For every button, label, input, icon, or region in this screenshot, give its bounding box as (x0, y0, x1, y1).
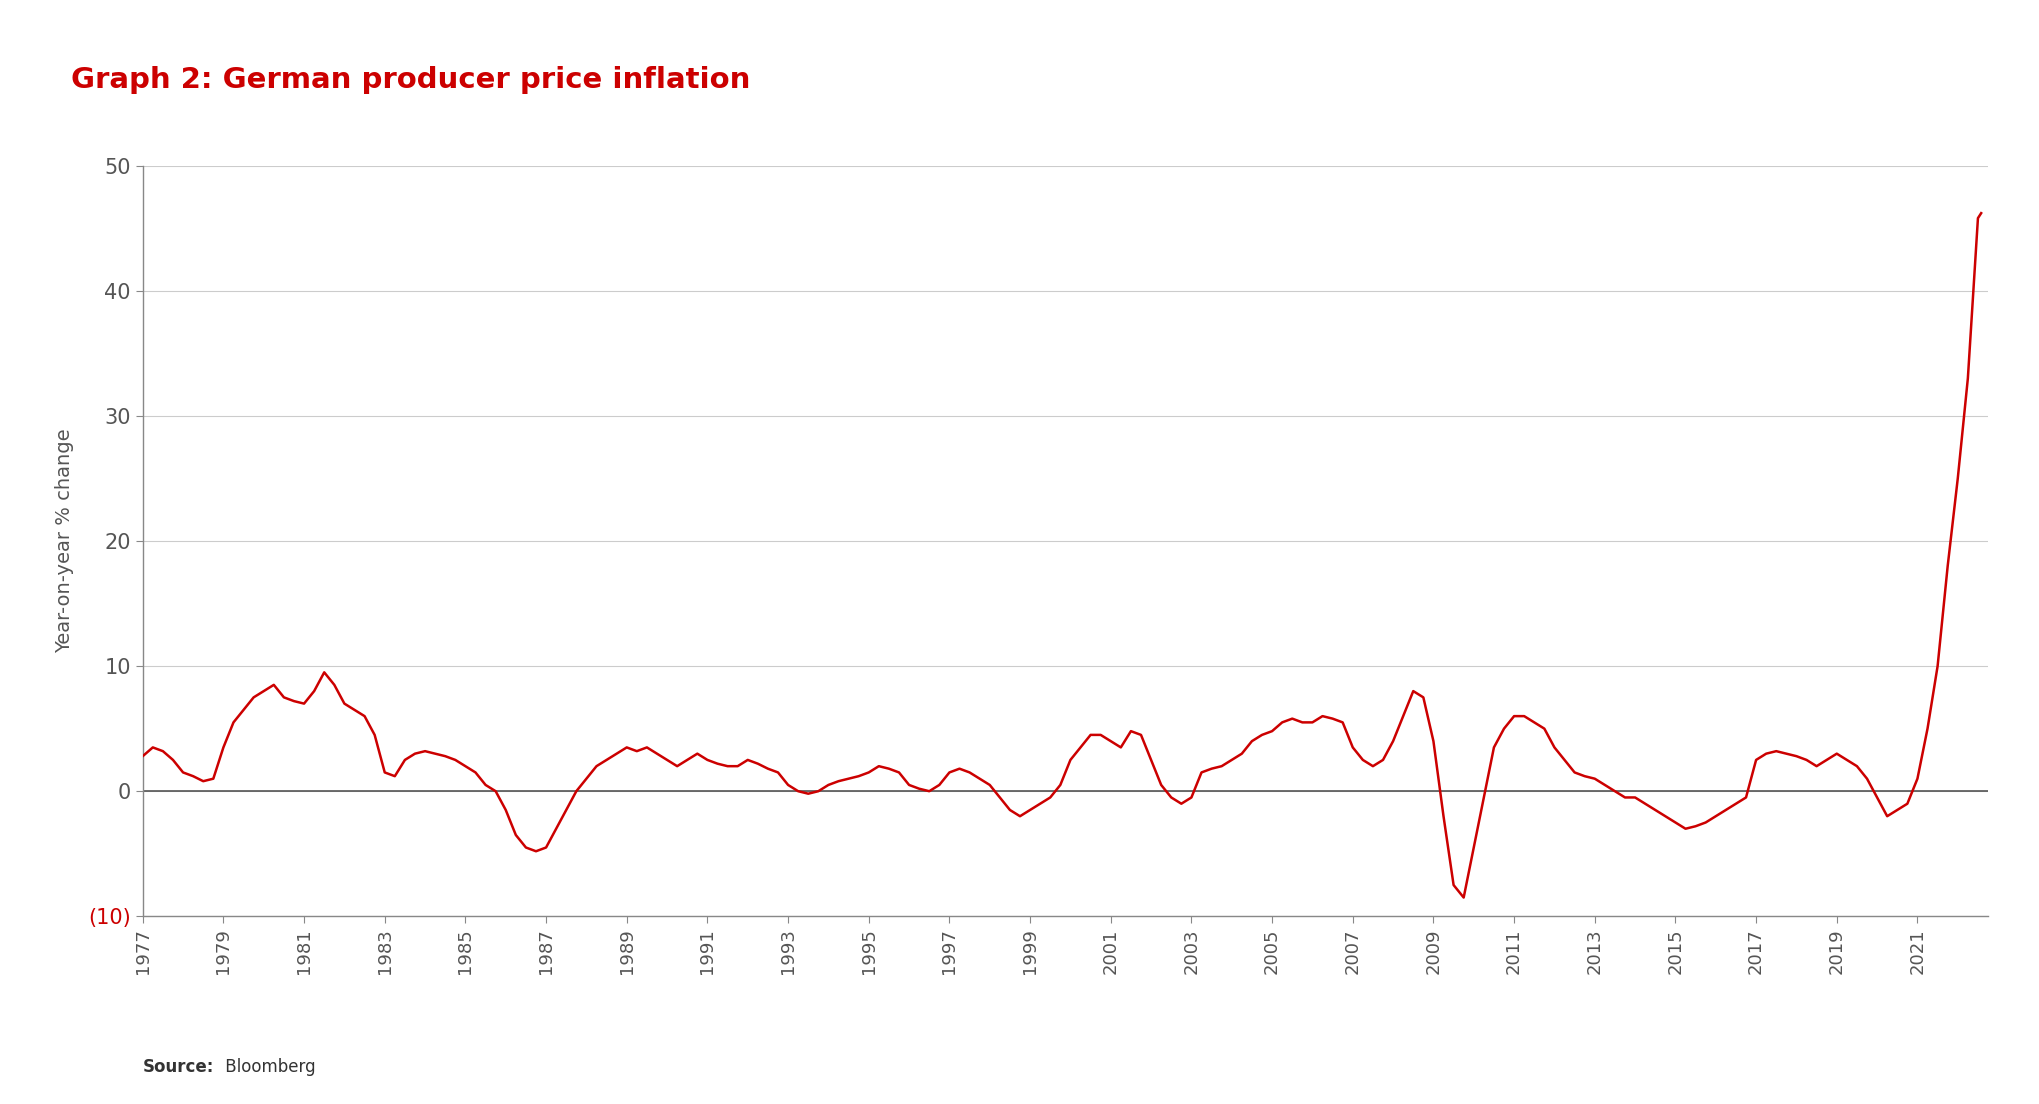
Y-axis label: Year-on-year % change: Year-on-year % change (55, 428, 73, 654)
Text: Graph 2: German producer price inflation: Graph 2: German producer price inflation (71, 66, 750, 94)
Text: Source:: Source: (143, 1059, 214, 1076)
Text: Bloomberg: Bloomberg (220, 1059, 316, 1076)
